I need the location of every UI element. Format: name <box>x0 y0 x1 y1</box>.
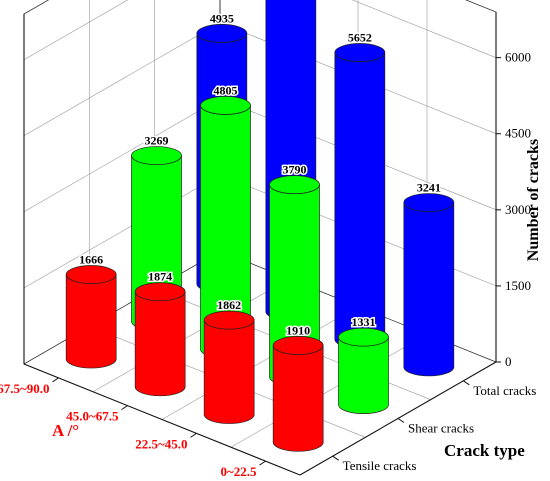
bar-tensile-cracks <box>272 336 324 452</box>
bar-body <box>338 337 389 414</box>
grid-line <box>23 22 497 136</box>
bar-top <box>403 193 455 212</box>
z-tick-label: 6000 <box>505 50 531 65</box>
bar-top <box>196 24 248 43</box>
bar-top <box>269 175 320 194</box>
bar-body <box>334 52 386 349</box>
x-axis-label: A /° <box>52 421 79 440</box>
data-label: 5652 <box>348 31 372 45</box>
y-tick <box>332 455 339 461</box>
bar-top <box>203 310 255 330</box>
bar-tensile-cracks <box>134 282 186 397</box>
y-tick-label: Total cracks <box>473 383 536 398</box>
x-tick-label: 45.0~67.5 <box>66 409 119 424</box>
z-tick-label: 4500 <box>505 126 531 141</box>
data-label: 3269 <box>145 134 169 148</box>
bar-body <box>272 345 324 452</box>
x-tick <box>259 460 266 466</box>
chart-box-front <box>23 12 501 476</box>
bar-top <box>338 327 389 347</box>
bar-body <box>203 320 255 424</box>
y-axis-label: Crack type <box>444 441 525 460</box>
x-tick <box>121 405 128 411</box>
bar-top <box>134 282 186 302</box>
z-tick-label: 3000 <box>505 202 531 217</box>
bar-body <box>134 291 186 397</box>
data-label: 4935 <box>210 11 234 25</box>
data-label: 1331 <box>352 315 376 329</box>
data-label: 4805 <box>214 83 238 97</box>
bar-top <box>200 96 251 115</box>
bar-top <box>272 336 324 355</box>
grid-line <box>161 0 359 420</box>
x-tick <box>52 377 59 383</box>
bar-total-cracks <box>403 193 455 377</box>
x-tick-label: 0~22.5 <box>220 464 257 479</box>
bar-shear-cracks <box>338 327 389 414</box>
x-tick-label: 67.5~90.0 <box>0 381 50 396</box>
data-label: 3241 <box>417 181 441 195</box>
data-label: 3790 <box>283 163 307 177</box>
z-tick-label: 0 <box>505 354 512 369</box>
x-tick <box>190 432 197 438</box>
z-axis-label: Number of cracks <box>525 139 542 261</box>
bar-top <box>131 146 182 165</box>
bar-total-cracks <box>334 43 386 349</box>
bar-top <box>65 265 117 284</box>
data-label: 1862 <box>217 298 241 312</box>
grid-line <box>23 0 497 60</box>
data-label: 1910 <box>286 323 310 337</box>
bar-tensile-cracks <box>65 265 117 369</box>
x-tick-label: 22.5~45.0 <box>135 436 187 451</box>
y-tick-label: Shear cracks <box>408 421 474 436</box>
y-tick <box>463 380 470 386</box>
x-axis-line <box>23 363 301 476</box>
data-label: 1874 <box>148 270 172 284</box>
chart-bars <box>65 0 455 452</box>
bar-shear-cracks <box>269 175 320 387</box>
z-tick-label: 1500 <box>505 278 531 293</box>
left-back-wall <box>23 0 221 365</box>
y-tick-label: Tensile cracks <box>343 458 417 473</box>
grid-line <box>92 0 290 393</box>
bar-body <box>65 274 117 369</box>
bar-tensile-cracks <box>203 310 255 424</box>
grid-line <box>230 0 428 448</box>
y-tick <box>397 418 405 423</box>
bar-body <box>403 202 455 377</box>
data-label: 1666 <box>79 253 103 267</box>
bar-top <box>334 43 386 62</box>
